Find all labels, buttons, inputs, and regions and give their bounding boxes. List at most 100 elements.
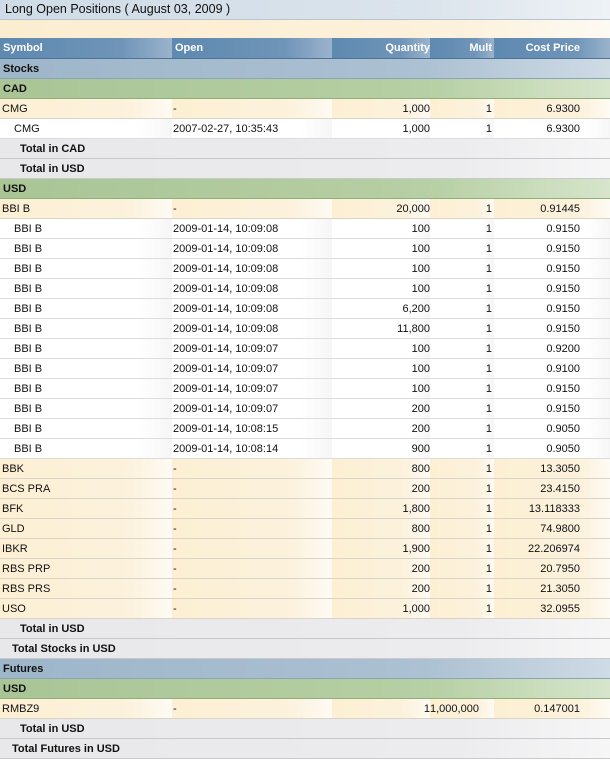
- total-label: Total Stocks in USD: [0, 638, 610, 659]
- quantity-cell: 6,200: [332, 298, 430, 319]
- table-header-row: Symbol Open Quantity Mult Cost Price: [0, 38, 610, 59]
- symbol-cell: BBI B: [0, 398, 172, 419]
- symbol-cell: BBI B: [0, 338, 172, 359]
- symbol-cell: CMG: [0, 118, 172, 139]
- cost-price-cell: 74.9800: [494, 518, 610, 539]
- mult-cell: 1: [430, 218, 494, 239]
- col-header-cost-price[interactable]: Cost Price: [494, 38, 610, 59]
- mult-cell: 1: [430, 278, 494, 299]
- total-row: Total in USD: [0, 618, 610, 639]
- open-cell: -: [172, 558, 332, 579]
- position-row: BFK -1,800 1 13.118333: [0, 498, 610, 519]
- quantity-cell: 100: [332, 358, 430, 379]
- quantity-cell: 1,900: [332, 538, 430, 559]
- lot-row: BBI B 2009-01-14, 10:09:08 100 1 0.9150: [0, 238, 610, 259]
- cost-price-cell: 0.9050: [494, 418, 610, 439]
- total-row: Total in USD: [0, 158, 610, 179]
- symbol-cell: BBI B: [0, 298, 172, 319]
- symbol-cell: RBS PRP: [0, 558, 172, 579]
- mult-cell: 1: [430, 338, 494, 359]
- symbol-cell: BBI B: [0, 358, 172, 379]
- open-cell: -: [172, 98, 332, 119]
- section-label: Futures: [0, 658, 610, 679]
- open-cell: 2009-01-14, 10:09:07: [172, 338, 332, 359]
- title-spacer: [0, 20, 610, 38]
- open-cell: -: [172, 598, 332, 619]
- total-row: Total Futures in USD: [0, 738, 610, 759]
- open-cell: 2009-01-14, 10:08:15: [172, 418, 332, 439]
- col-header-symbol[interactable]: Symbol: [0, 38, 172, 59]
- currency-label: USD: [0, 678, 610, 699]
- position-row: BBK -800 1 13.3050: [0, 458, 610, 479]
- total-label: Total in USD: [0, 618, 610, 639]
- cost-price-cell: 6.9300: [494, 98, 610, 119]
- quantity-cell: 1,000: [332, 598, 430, 619]
- total-label: Total in USD: [0, 158, 610, 179]
- quantity-cell: 1,000: [332, 118, 430, 139]
- symbol-cell: BBI B: [0, 318, 172, 339]
- open-cell: 2009-01-14, 10:09:08: [172, 318, 332, 339]
- open-cell: -: [172, 698, 332, 719]
- symbol-cell: USO: [0, 598, 172, 619]
- currency-label: USD: [0, 178, 610, 199]
- position-row: BBI B -20,000 1 0.91445: [0, 198, 610, 219]
- total-label: Total Futures in USD: [0, 738, 610, 759]
- mult-cell: 1: [430, 198, 494, 219]
- symbol-cell: IBKR: [0, 538, 172, 559]
- open-cell: 2009-01-14, 10:09:08: [172, 278, 332, 299]
- symbol-cell: BBI B: [0, 418, 172, 439]
- col-header-mult[interactable]: Mult: [430, 38, 494, 59]
- symbol-cell: GLD: [0, 518, 172, 539]
- open-cell: 2009-01-14, 10:09:08: [172, 258, 332, 279]
- section-row: Stocks: [0, 58, 610, 79]
- cost-price-cell: 0.9150: [494, 298, 610, 319]
- quantity-cell: 100: [332, 238, 430, 259]
- mult-cell: 1: [430, 538, 494, 559]
- currency-row: USD: [0, 678, 610, 699]
- symbol-cell: RMBZ9: [0, 698, 172, 719]
- cost-price-cell: 0.9150: [494, 318, 610, 339]
- quantity-cell: 20,000: [332, 198, 430, 219]
- lot-row: BBI B 2009-01-14, 10:09:08 11,800 1 0.9150: [0, 318, 610, 339]
- mult-cell: 1: [430, 558, 494, 579]
- open-cell: -: [172, 518, 332, 539]
- mult-cell: 1: [430, 118, 494, 139]
- currency-label: CAD: [0, 78, 610, 99]
- currency-row: CAD: [0, 78, 610, 99]
- positions-table: Symbol Open Quantity Mult Cost Price Sto…: [0, 38, 610, 759]
- cost-price-cell: 13.3050: [494, 458, 610, 479]
- symbol-cell: BCS PRA: [0, 478, 172, 499]
- mult-cell: 1: [430, 578, 494, 599]
- symbol-cell: BBI B: [0, 378, 172, 399]
- symbol-cell: BBI B: [0, 198, 172, 219]
- total-row: Total in CAD: [0, 138, 610, 159]
- col-header-quantity[interactable]: Quantity: [332, 38, 430, 59]
- mult-cell: 1: [430, 238, 494, 259]
- cost-price-cell: 0.9150: [494, 218, 610, 239]
- position-row: IBKR -1,900 1 22.206974: [0, 538, 610, 559]
- cost-price-cell: 20.7950: [494, 558, 610, 579]
- quantity-cell: 100: [332, 338, 430, 359]
- symbol-cell: BBI B: [0, 278, 172, 299]
- open-cell: 2009-01-14, 10:08:14: [172, 438, 332, 459]
- mult-cell: 1: [430, 318, 494, 339]
- lot-row: BBI B 2009-01-14, 10:09:08 6,200 1 0.9150: [0, 298, 610, 319]
- open-cell: -: [172, 198, 332, 219]
- mult-cell: 1: [430, 418, 494, 439]
- col-header-open[interactable]: Open: [172, 38, 332, 59]
- lot-row: BBI B 2009-01-14, 10:09:07 100 1 0.9100: [0, 358, 610, 379]
- position-row: GLD -800 1 74.9800: [0, 518, 610, 539]
- cost-price-cell: 32.0955: [494, 598, 610, 619]
- position-row: BCS PRA -200 1 23.4150: [0, 478, 610, 499]
- open-cell: 2009-01-14, 10:09:08: [172, 238, 332, 259]
- cost-price-cell: 22.206974: [494, 538, 610, 559]
- cost-price-cell: 0.9150: [494, 378, 610, 399]
- quantity-cell: 200: [332, 558, 430, 579]
- cost-price-cell: 0.9200: [494, 338, 610, 359]
- lot-row: BBI B 2009-01-14, 10:09:07 100 1 0.9150: [0, 378, 610, 399]
- lot-row: BBI B 2009-01-14, 10:08:14 900 1 0.9050: [0, 438, 610, 459]
- position-row: RMBZ9-1 1,000,000 0.147001: [0, 698, 610, 719]
- quantity-cell: 800: [332, 458, 430, 479]
- quantity-cell: 1,800: [332, 498, 430, 519]
- lot-row: BBI B 2009-01-14, 10:09:08 100 1 0.9150: [0, 258, 610, 279]
